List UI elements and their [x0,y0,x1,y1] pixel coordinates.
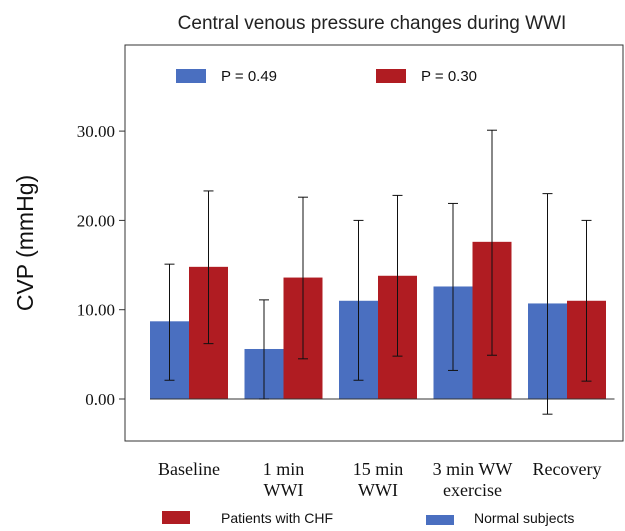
legend-label: Patients with CHF [221,510,333,526]
error-bar [164,263,175,381]
error-bar [542,193,553,415]
x-tick-label: exercise [443,480,502,500]
error-bar [298,196,308,360]
p-value-label: P = 0.49 [221,68,277,85]
p-value-swatch [176,69,206,83]
bars-layer [150,241,615,400]
error-bar [259,299,269,400]
p-value-label: P = 0.30 [421,68,477,85]
x-tick-label: 1 min [263,459,305,479]
x-tick-label: 15 min [353,459,404,479]
y-axis: 0.00 10.00 20.00 30.00 [77,122,125,409]
y-tick-label: 10.00 [77,301,115,320]
x-tick-label: WWI [264,480,304,500]
legend-swatch [426,515,454,525]
chart-title: Central venous pressure changes during W… [178,13,567,34]
error-bars-layer [164,129,592,415]
error-bar [448,202,458,371]
error-bar [581,219,592,382]
x-tick-label: Recovery [533,459,602,479]
x-tick-label: WWI [358,480,398,500]
x-tick-label: Baseline [158,459,220,479]
p-value-legend: P = 0.49 P = 0.30 [176,68,477,85]
error-bar [487,129,497,356]
y-tick-label: 20.00 [77,211,115,230]
y-tick-label: 0.00 [85,390,115,409]
legend-label: Normal subjects [474,510,574,526]
error-bar [353,219,364,381]
p-value-swatch [376,69,406,83]
series-legend: Patients with CHF Normal subjects [162,510,574,526]
plot-area [124,44,624,442]
error-bar [392,194,403,357]
y-axis-label: CVP (mmHg) [12,175,38,311]
legend-swatch [162,511,190,524]
error-bar [203,190,214,345]
x-tick-label: 3 min WW [433,459,513,479]
y-tick-label: 30.00 [77,122,115,141]
